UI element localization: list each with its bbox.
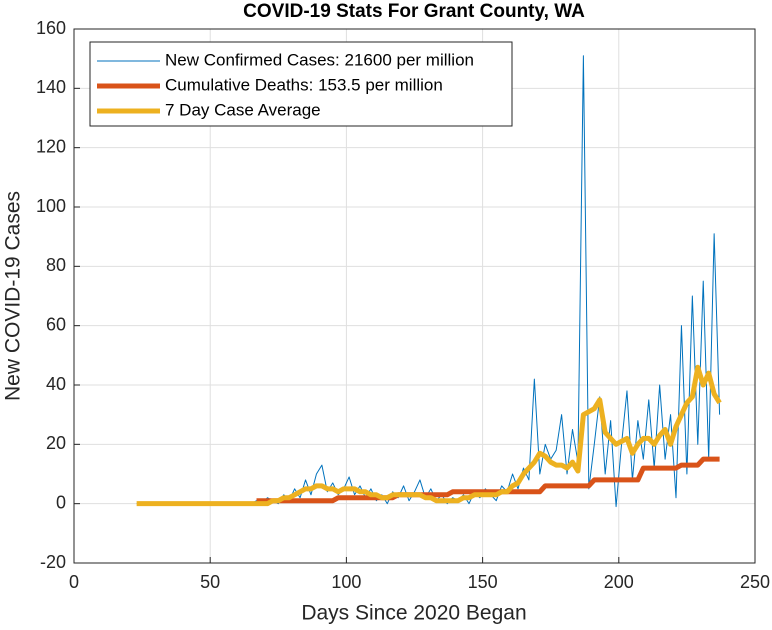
y-tick-label: 60 (46, 314, 66, 334)
x-tick-label: 200 (604, 572, 634, 592)
x-tick-label: 250 (740, 572, 770, 592)
y-tick-label: -20 (40, 552, 66, 572)
y-axis-label: New COVID-19 Cases (2, 191, 25, 401)
y-tick-label: 0 (56, 492, 66, 512)
y-tick-label: 140 (36, 77, 66, 97)
legend: New Confirmed Cases: 21600 per million Cu… (89, 41, 513, 127)
x-tick-label: 150 (468, 572, 498, 592)
axes-box (73, 28, 756, 564)
legend-label: 7 Day Case Average (165, 100, 321, 119)
legend-box (89, 41, 513, 127)
x-axis-label: Days Since 2020 Began (301, 602, 526, 625)
series-line (136, 364, 722, 507)
y-tick-label: 80 (46, 255, 66, 275)
y-tick-label: 100 (36, 196, 66, 216)
y-tick-label: 40 (46, 374, 66, 394)
legend-label: Cumulative Deaths: 153.5 per million (165, 75, 443, 94)
y-tick-label: 20 (46, 433, 66, 453)
series-line (256, 456, 720, 504)
x-tick-label: 100 (331, 572, 361, 592)
plot-area (136, 55, 722, 508)
chart-title: COVID-19 Stats For Grant County, WA (243, 1, 585, 22)
y-tick-label: 120 (36, 136, 66, 156)
x-tick-label: 50 (200, 572, 220, 592)
y-tick-label: 160 (36, 18, 66, 38)
x-tick-label: 0 (69, 572, 79, 592)
legend-label: New Confirmed Cases: 21600 per million (165, 50, 474, 69)
